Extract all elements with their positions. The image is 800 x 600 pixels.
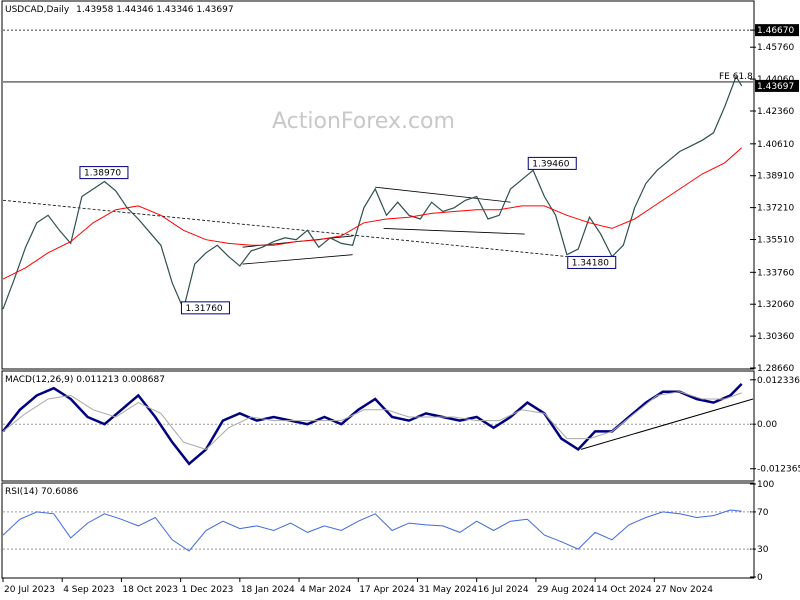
- y-tick-label: 1.32060: [757, 300, 794, 310]
- y-tick-label: 1.35510: [757, 235, 794, 245]
- chart-title: USDCAD,Daily 1.43958 1.44346 1.43346 1.4…: [5, 5, 234, 15]
- trendline: [383, 228, 525, 235]
- series-ma: [2, 147, 743, 280]
- callout-label: 1.39460: [532, 159, 569, 169]
- y-tick-label-box: [755, 24, 799, 37]
- y-tick-label: 70: [757, 508, 769, 518]
- x-tick-label: 4 Mar 2024: [300, 585, 352, 595]
- y-tick-label: 1.30360: [757, 332, 794, 342]
- y-tick-label: 1.45760: [757, 43, 794, 53]
- x-tick-label: 27 Nov 2024: [655, 585, 713, 595]
- callout-box: [567, 255, 617, 269]
- current-price-box: [755, 79, 799, 92]
- callout-box: [180, 301, 230, 315]
- y-tick-label: 1.46670: [757, 26, 794, 36]
- callout-box: [527, 156, 577, 170]
- rsi-panel-frame: [1, 482, 755, 579]
- trendline: [2, 199, 567, 257]
- x-tick-label: 14 Oct 2024: [596, 585, 652, 595]
- watermark: ActionForex.com: [272, 109, 455, 134]
- series-signal: [2, 391, 742, 450]
- y-tick-label: 1.42360: [757, 107, 794, 117]
- x-axis: 20 Jul 2023 4 Sep 2023 18 Oct 2023 1 Dec 20…: [2, 578, 713, 595]
- x-tick-label: 1 Dec 2023: [182, 585, 234, 595]
- rsi-panel: 100 70 30 0: [2, 480, 774, 583]
- macd-panel: 0.012336 0.00 -0.012365: [2, 376, 800, 475]
- trendline: [375, 186, 511, 203]
- y-tick-label: 1.40610: [757, 140, 794, 150]
- price-panel: 1.466701.457601.440601.423601.406101.389…: [2, 24, 799, 374]
- y-tick-label: 1.38910: [757, 172, 794, 182]
- y-tick-label: 30: [757, 545, 769, 555]
- macd-panel-frame: [1, 370, 755, 482]
- y-tick-label: 0.00: [757, 420, 777, 430]
- price-panel-frame: [1, 0, 755, 370]
- y-tick-label: 0.012336: [757, 376, 800, 386]
- x-tick-label: 4 Sep 2023: [63, 585, 114, 595]
- y-tick-label: -0.012365: [757, 465, 800, 475]
- callout-label: 1.31760: [185, 304, 222, 314]
- callout-label: 1.34180: [572, 258, 609, 268]
- y-tick-label: 0: [757, 573, 763, 583]
- y-tick-label: 1.28660: [757, 364, 794, 374]
- series-rsi: [2, 509, 742, 552]
- trendline: [242, 254, 353, 265]
- y-tick-label: 1.37210: [757, 204, 794, 214]
- current-price-label: 1.43697: [757, 82, 794, 92]
- x-tick-label: 20 Jul 2023: [4, 585, 55, 595]
- x-tick-label: 16 Jul 2024: [478, 585, 529, 595]
- y-tick-label: 100: [757, 480, 774, 490]
- callout-label: 1.38970: [84, 169, 121, 179]
- fe-label: FE 61.8: [719, 72, 753, 82]
- callout-box: [79, 166, 129, 180]
- y-tick-label: 1.33760: [757, 268, 794, 278]
- macd-title: MACD(12,26,9) 0.011213 0.008687: [5, 375, 165, 385]
- x-tick-label: 18 Oct 2023: [122, 585, 178, 595]
- x-tick-label: 31 May 2024: [418, 585, 477, 595]
- trendline: [580, 398, 754, 450]
- rsi-title: RSI(14) 70.6086: [5, 487, 78, 497]
- x-tick-label: 17 Apr 2024: [359, 585, 415, 595]
- x-tick-label: 18 Jan 2024: [241, 585, 295, 595]
- x-tick-label: 29 Aug 2024: [537, 585, 595, 595]
